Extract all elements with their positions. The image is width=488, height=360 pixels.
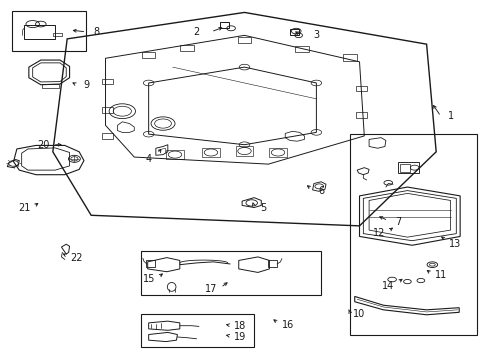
Bar [12,11,86,51]
Bar [166,150,183,159]
Text: 15: 15 [142,274,155,284]
Text: 11: 11 [434,270,446,280]
Bar [237,37,251,43]
Bar [24,25,55,39]
Text: 16: 16 [281,320,293,330]
Text: 7: 7 [394,217,400,227]
Bar [343,54,356,61]
Bar [269,148,286,157]
Text: 2: 2 [193,27,199,37]
Text: 4: 4 [145,154,151,164]
Bar [142,52,155,58]
Bar [268,260,277,267]
Text: 9: 9 [83,80,89,90]
Bar [42,84,59,87]
Text: 19: 19 [233,332,245,342]
Text: 20: 20 [37,140,49,150]
Bar [235,147,253,156]
Text: 13: 13 [448,239,461,248]
Bar [397,162,419,173]
Bar [141,314,254,347]
Bar [295,46,308,52]
Bar [219,22,229,28]
Bar [399,164,409,171]
Text: 22: 22 [70,253,83,262]
Text: 3: 3 [313,30,319,40]
Text: 17: 17 [204,284,217,294]
Bar [355,112,366,118]
Text: 1: 1 [447,112,453,121]
Bar [102,79,112,84]
Bar [349,134,476,335]
Bar [53,32,62,36]
Bar [355,86,366,91]
Bar [141,251,321,294]
Text: 8: 8 [93,27,99,37]
Bar [102,134,112,139]
Bar [102,107,112,113]
Text: 5: 5 [260,203,266,213]
Text: 18: 18 [233,321,245,332]
Bar [180,45,193,51]
Text: 21: 21 [18,203,30,213]
Text: 10: 10 [353,309,365,319]
Bar [289,30,298,35]
Text: 14: 14 [381,281,394,291]
Text: 6: 6 [318,186,324,195]
Text: 12: 12 [372,228,384,238]
Bar [146,260,155,267]
Bar [202,148,219,157]
